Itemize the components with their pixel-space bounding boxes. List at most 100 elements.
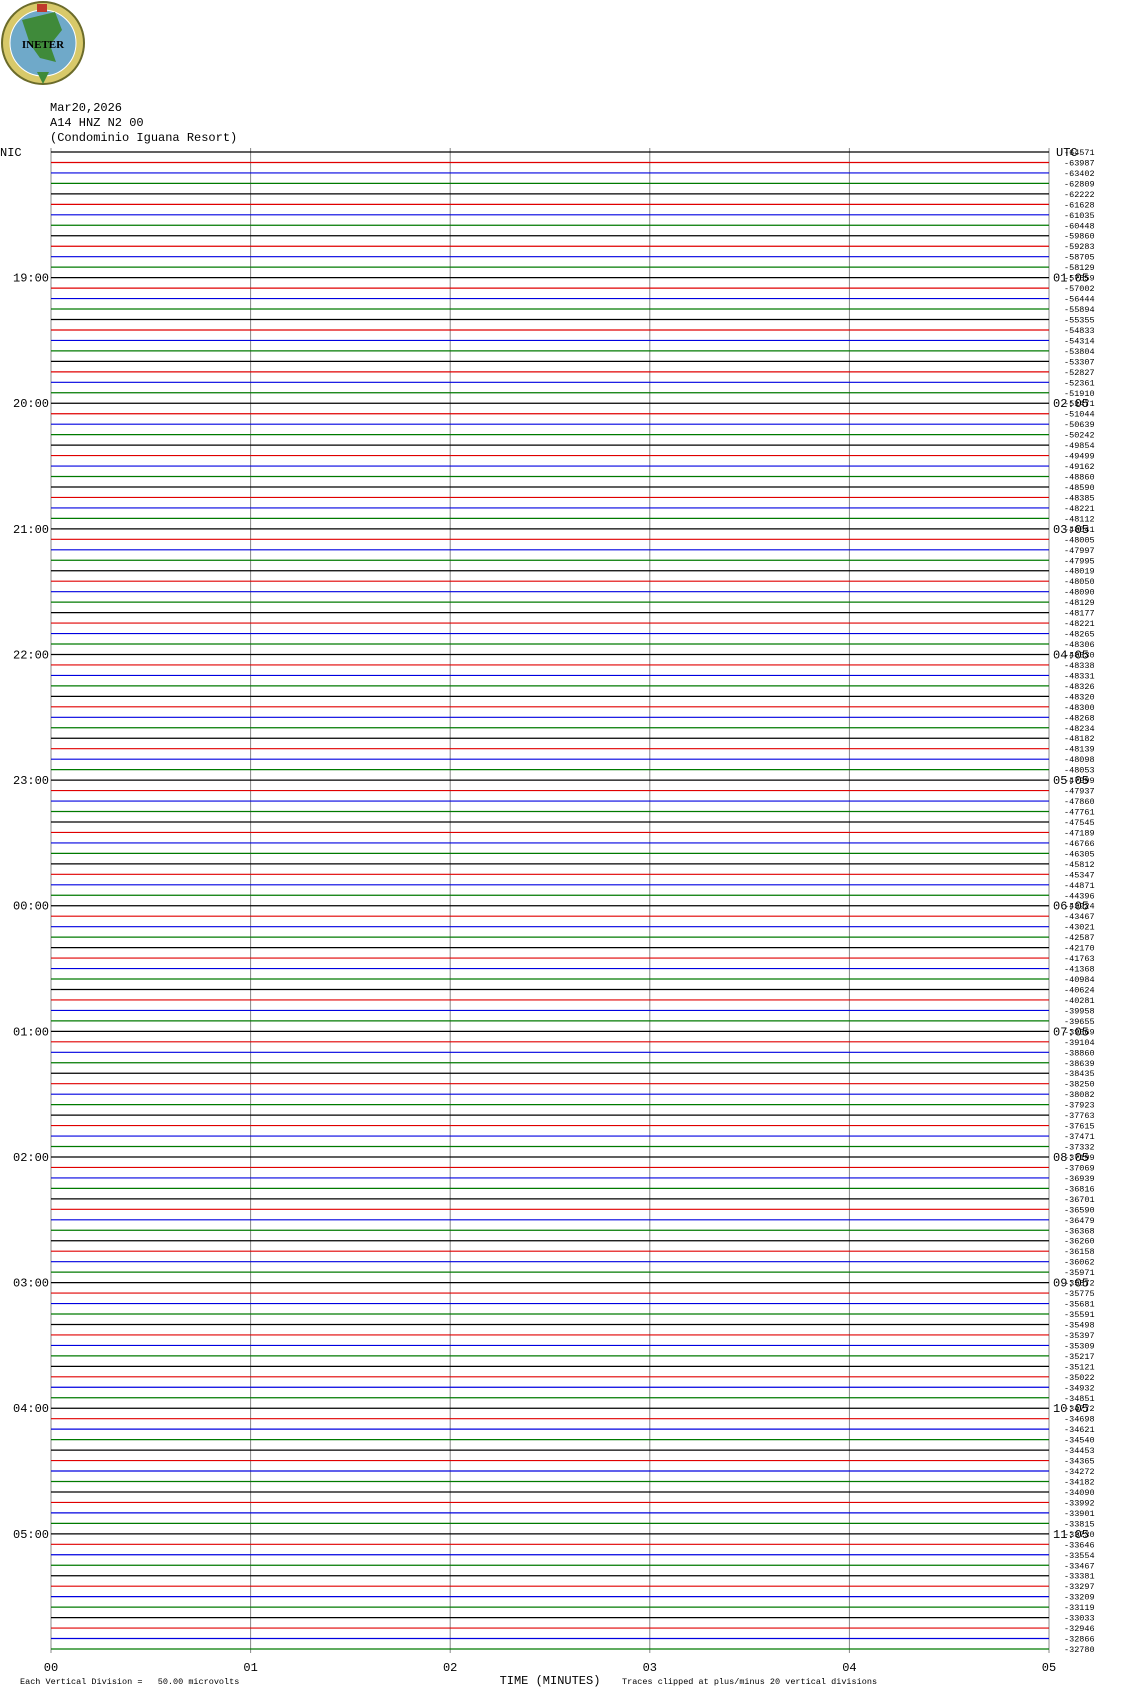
left-hour-label: 01:00 [13, 1025, 49, 1039]
trace-label: -33381 [1064, 1572, 1095, 1582]
trace-label: -48330 [1064, 650, 1095, 660]
trace-label: -35217 [1064, 1352, 1095, 1362]
trace-label: -41763 [1064, 954, 1095, 964]
trace-label: -48590 [1064, 483, 1095, 493]
trace-label: -64571 [1064, 148, 1095, 158]
right-hour-label: 09:05 [1053, 1277, 1089, 1291]
trace-label: -36062 [1064, 1258, 1095, 1268]
trace-label: -38250 [1064, 1080, 1095, 1090]
trace-label: -48112 [1064, 514, 1095, 524]
trace-label: -36158 [1064, 1247, 1095, 1257]
trace-label: -40624 [1064, 985, 1095, 995]
x-tick-label: 03 [643, 1661, 657, 1675]
trace-label: -36701 [1064, 1195, 1095, 1205]
trace-label: -48050 [1064, 577, 1095, 587]
trace-label: -35309 [1064, 1341, 1095, 1351]
trace-label: -35397 [1064, 1331, 1095, 1341]
trace-label: -34090 [1064, 1488, 1095, 1498]
trace-label: -63987 [1064, 158, 1095, 168]
trace-label: -44871 [1064, 881, 1095, 891]
x-tick-label: 01 [243, 1661, 257, 1675]
trace-label: -33297 [1064, 1582, 1095, 1592]
left-hour-label: 19:00 [13, 272, 49, 286]
trace-label: -34621 [1064, 1425, 1095, 1435]
trace-label: -48338 [1064, 661, 1095, 671]
trace-label: -36368 [1064, 1226, 1095, 1236]
trace-label: -33901 [1064, 1509, 1095, 1519]
trace-label: -47761 [1064, 808, 1095, 818]
trace-label: -59860 [1064, 232, 1095, 242]
trace-label: -48005 [1064, 535, 1095, 545]
right-hour-label: 07:05 [1053, 1025, 1089, 1039]
trace-label: -32946 [1064, 1624, 1095, 1634]
trace-label: -34540 [1064, 1436, 1095, 1446]
trace-label: -35681 [1064, 1300, 1095, 1310]
clip-note: Traces clipped at plus/minus 20 vertical… [622, 1677, 877, 1687]
x-tick-label: 02 [443, 1661, 457, 1675]
trace-label: -48385 [1064, 493, 1095, 503]
trace-label: -34698 [1064, 1415, 1095, 1425]
left-hour-label: 21:00 [13, 523, 49, 537]
trace-label: -46305 [1064, 849, 1095, 859]
trace-label: -36479 [1064, 1216, 1095, 1226]
trace-label: -48129 [1064, 598, 1095, 608]
scale-note: Each Vertical Division = 50.00 microvolt… [20, 1677, 239, 1687]
trace-label: -32866 [1064, 1635, 1095, 1645]
trace-label: -33730 [1064, 1530, 1095, 1540]
trace-label: -46766 [1064, 839, 1095, 849]
trace-label: -48182 [1064, 734, 1095, 744]
trace-label: -48234 [1064, 724, 1095, 734]
trace-label: -55355 [1064, 315, 1095, 325]
trace-label: -54314 [1064, 336, 1095, 346]
trace-label: -48320 [1064, 692, 1095, 702]
left-hour-label: 23:00 [13, 774, 49, 788]
right-hour-label: 04:05 [1053, 648, 1089, 662]
x-axis-title: TIME (MINUTES) [500, 1674, 601, 1688]
trace-label: -38435 [1064, 1069, 1095, 1079]
trace-label: -56444 [1064, 295, 1095, 305]
trace-label: -61035 [1064, 211, 1095, 221]
trace-label: -36260 [1064, 1237, 1095, 1247]
trace-label: -54833 [1064, 326, 1095, 336]
trace-label: -48041 [1064, 525, 1095, 535]
trace-label: -52361 [1064, 378, 1095, 388]
trace-label: -33992 [1064, 1498, 1095, 1508]
left-hour-label: 03:00 [13, 1277, 49, 1291]
trace-label: -58129 [1064, 263, 1095, 273]
trace-label: -37471 [1064, 1132, 1095, 1142]
trace-label: -48268 [1064, 713, 1095, 723]
trace-label: -34932 [1064, 1383, 1095, 1393]
right-hour-label: 05:05 [1053, 774, 1089, 788]
trace-label: -33119 [1064, 1603, 1095, 1613]
trace-label: -48098 [1064, 755, 1095, 765]
left-axis-title: NIC [0, 146, 22, 160]
trace-label: -49499 [1064, 452, 1095, 462]
trace-label: -45347 [1064, 870, 1095, 880]
left-hour-label: 02:00 [13, 1151, 49, 1165]
trace-label: -48331 [1064, 671, 1095, 681]
x-tick-label: 04 [842, 1661, 856, 1675]
trace-label: -49162 [1064, 462, 1095, 472]
left-hour-label: 20:00 [13, 397, 49, 411]
trace-label: -37763 [1064, 1111, 1095, 1121]
trace-label: -35591 [1064, 1310, 1095, 1320]
trace-label: -42587 [1064, 933, 1095, 943]
trace-label: -57002 [1064, 284, 1095, 294]
trace-label: -33467 [1064, 1561, 1095, 1571]
left-hour-label: 05:00 [13, 1528, 49, 1542]
trace-label: -40281 [1064, 996, 1095, 1006]
trace-label: -35971 [1064, 1268, 1095, 1278]
trace-label: -50242 [1064, 431, 1095, 441]
trace-label: -45812 [1064, 860, 1095, 870]
trace-label: -39655 [1064, 1017, 1095, 1027]
trace-label: -47189 [1064, 828, 1095, 838]
trace-label: -48306 [1064, 640, 1095, 650]
x-tick-label: 05 [1042, 1661, 1056, 1675]
trace-label: -48019 [1064, 567, 1095, 577]
trace-label: -47860 [1064, 797, 1095, 807]
trace-label: -35872 [1064, 1279, 1095, 1289]
station: A14 HNZ N2 00 [50, 116, 144, 130]
trace-label: -47995 [1064, 556, 1095, 566]
trace-label: -37923 [1064, 1101, 1095, 1111]
